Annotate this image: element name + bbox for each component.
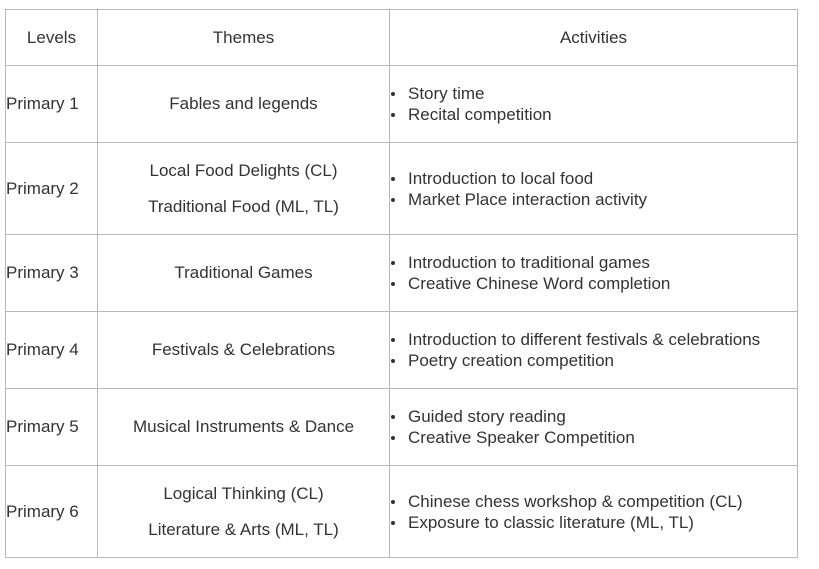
list-item: Recital competition xyxy=(390,104,797,125)
level-cell: Primary 5 xyxy=(5,388,98,466)
bullet-icon xyxy=(391,338,395,342)
bullet-icon xyxy=(391,176,395,181)
activities-list: Story time Recital competition xyxy=(390,83,797,125)
activity-text: Chinese chess workshop & competition (CL… xyxy=(408,491,743,511)
bullet-icon xyxy=(391,415,395,419)
bullet-icon xyxy=(391,113,395,117)
activities-cell: Guided story reading Creative Speaker Com… xyxy=(389,388,798,466)
activities-cell: Introduction to different festivals & ce… xyxy=(389,311,798,389)
list-item: Introduction to traditional games xyxy=(390,252,797,273)
activity-text: Creative Chinese Word completion xyxy=(408,274,671,293)
activity-text: Guided story reading xyxy=(408,407,566,426)
activities-cell: Chinese chess workshop & competition (CL… xyxy=(389,465,798,558)
header-row: Levels Themes Activities xyxy=(5,9,798,66)
theme-cell: Fables and legends xyxy=(97,65,390,143)
activities-list: Introduction to traditional games Creativ… xyxy=(390,252,797,294)
bullet-icon xyxy=(391,436,395,440)
activities-list: Guided story reading Creative Speaker Com… xyxy=(390,406,797,448)
activities-cell: Introduction to traditional games Creativ… xyxy=(389,234,798,312)
activity-text: Story time xyxy=(408,84,485,103)
table-row: Primary 4 Festivals & Celebrations Introdu… xyxy=(5,311,798,389)
theme-text: Traditional Games xyxy=(174,263,313,282)
header-levels: Levels xyxy=(5,9,98,66)
activity-text: Exposure to classic literature (ML, TL) xyxy=(408,512,694,532)
activities-list: Introduction to local food Market Place i… xyxy=(390,168,797,210)
list-item: Introduction to local food xyxy=(390,168,797,189)
activity-text: Recital competition xyxy=(408,105,552,124)
table-row: Primary 6 Logical Thinking (CL) Literature… xyxy=(5,465,798,558)
header-activities: Activities xyxy=(389,9,798,66)
activities-cell: Story time Recital competition xyxy=(389,65,798,143)
activities-list: Chinese chess workshop & competition (CL… xyxy=(390,491,797,533)
level-cell: Primary 1 xyxy=(5,65,98,143)
table-row: Primary 5 Musical Instruments & Dance Guid… xyxy=(5,388,798,466)
activity-text: Poetry creation competition xyxy=(408,351,614,370)
table-row: Primary 2 Local Food Delights (CL) Traditi… xyxy=(5,142,798,235)
theme-cell: Logical Thinking (CL) Literature & Arts (… xyxy=(97,465,390,558)
bullet-icon xyxy=(391,197,395,202)
list-item: Creative Speaker Competition xyxy=(390,427,797,448)
activity-text: Introduction to different festivals & ce… xyxy=(408,330,761,349)
list-item: Guided story reading xyxy=(390,406,797,427)
activity-text: Introduction to local food xyxy=(408,168,594,188)
list-item: Introduction to different festivals & ce… xyxy=(390,329,797,350)
activities-list: Introduction to different festivals & ce… xyxy=(390,329,797,371)
bullet-icon xyxy=(391,499,395,504)
activity-text: Market Place interaction activity xyxy=(408,189,648,209)
level-cell: Primary 6 xyxy=(5,465,98,558)
theme-text: Musical Instruments & Dance xyxy=(132,417,355,436)
theme-text: Logical Thinking (CL) xyxy=(163,483,324,503)
level-cell: Primary 4 xyxy=(5,311,98,389)
theme-cell: Local Food Delights (CL) Traditional Food… xyxy=(97,142,390,235)
bullet-icon xyxy=(391,359,395,363)
table-row: Primary 1 Fables and legends Story time Rec… xyxy=(5,65,798,143)
levels-themes-activities-table: Levels Themes Activities Primary 1 Fables… xyxy=(5,9,798,558)
level-cell: Primary 2 xyxy=(5,142,98,235)
list-item: Creative Chinese Word completion xyxy=(390,273,797,294)
activity-text: Creative Speaker Competition xyxy=(408,428,635,447)
level-cell: Primary 3 xyxy=(5,234,98,312)
theme-cell: Traditional Games xyxy=(97,234,390,312)
theme-text: Traditional Food (ML, TL) xyxy=(148,196,339,216)
activities-cell: Introduction to local food Market Place i… xyxy=(389,142,798,235)
list-item: Chinese chess workshop & competition (CL… xyxy=(390,491,797,512)
theme-text: Festivals & Celebrations xyxy=(151,340,336,359)
theme-text: Local Food Delights (CL) xyxy=(149,160,338,180)
theme-text: Fables and legends xyxy=(169,94,318,113)
activity-text: Introduction to traditional games xyxy=(408,253,650,272)
bullet-icon xyxy=(391,282,395,286)
bullet-icon xyxy=(391,92,395,96)
theme-cell: Festivals & Celebrations xyxy=(97,311,390,389)
theme-text: Literature & Arts (ML, TL) xyxy=(148,519,339,539)
list-item: Market Place interaction activity xyxy=(390,189,797,210)
list-item: Poetry creation competition xyxy=(390,350,797,371)
table-row: Primary 3 Traditional Games Introduction t… xyxy=(5,234,798,312)
theme-cell: Musical Instruments & Dance xyxy=(97,388,390,466)
list-item: Story time xyxy=(390,83,797,104)
header-themes: Themes xyxy=(97,9,390,66)
list-item: Exposure to classic literature (ML, TL) xyxy=(390,512,797,533)
bullet-icon xyxy=(391,261,395,265)
bullet-icon xyxy=(391,520,395,525)
